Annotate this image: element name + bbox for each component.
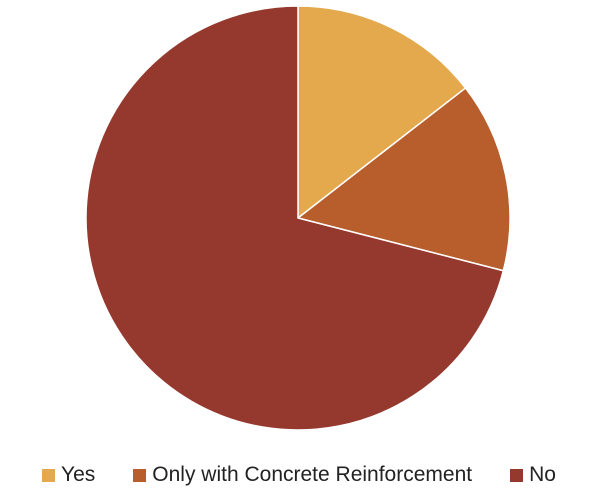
legend-label-yes: Yes: [61, 463, 96, 486]
pie-chart: [85, 5, 511, 431]
legend-swatch-only-with-concrete-reinforcement: [133, 468, 147, 482]
legend-swatch-yes: [42, 468, 56, 482]
chart-legend: Yes Only with Concrete Reinforcement No: [0, 458, 598, 492]
legend-label-only-with-concrete-reinforcement: Only with Concrete Reinforcement: [152, 463, 473, 486]
pie-slice-only-with-concrete-reinforcement: [296, 87, 511, 272]
legend-swatch-no: [510, 468, 524, 482]
legend-label-no: No: [529, 463, 556, 486]
pie-slice-no: [85, 5, 505, 431]
legend-item-yes: Yes: [42, 463, 95, 487]
legend-item-only-with-concrete-reinforcement: Only with Concrete Reinforcement: [133, 463, 472, 487]
legend-item-no: No: [510, 463, 556, 487]
pie-slice-yes: [297, 5, 467, 220]
